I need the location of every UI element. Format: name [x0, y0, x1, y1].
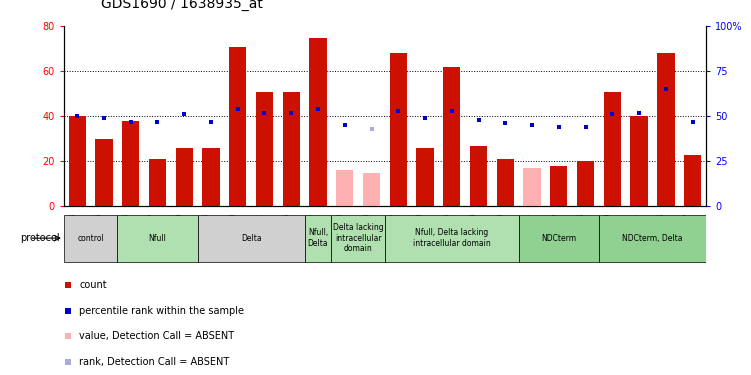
Bar — [95, 139, 113, 206]
Text: Delta lacking
intracellular
domain: Delta lacking intracellular domain — [333, 223, 384, 253]
Text: rank, Detection Call = ABSENT: rank, Detection Call = ABSENT — [80, 357, 230, 366]
Bar — [68, 116, 86, 206]
Bar — [577, 161, 594, 206]
Bar — [202, 148, 220, 206]
Text: Nfull,
Delta: Nfull, Delta — [308, 228, 328, 248]
Bar — [64, 215, 117, 261]
Bar — [282, 92, 300, 206]
Bar — [496, 159, 514, 206]
Text: NDCterm, Delta: NDCterm, Delta — [622, 234, 683, 243]
Bar — [363, 172, 380, 206]
Bar — [443, 67, 460, 206]
Bar — [519, 215, 599, 261]
Bar — [198, 215, 305, 261]
Bar — [599, 215, 706, 261]
Bar — [523, 168, 541, 206]
Bar — [470, 146, 487, 206]
Bar — [176, 148, 193, 206]
Text: control: control — [77, 234, 104, 243]
Bar — [684, 154, 701, 206]
Bar — [336, 170, 354, 206]
Bar — [385, 215, 519, 261]
Text: NDCterm: NDCterm — [541, 234, 576, 243]
Bar — [331, 215, 385, 261]
Bar — [604, 92, 621, 206]
Text: Nfull: Nfull — [149, 234, 167, 243]
Bar — [117, 215, 198, 261]
Bar — [305, 215, 331, 261]
Bar — [122, 121, 140, 206]
Text: protocol: protocol — [20, 233, 60, 243]
Text: Nfull, Delta lacking
intracellular domain: Nfull, Delta lacking intracellular domai… — [413, 228, 490, 248]
Text: count: count — [80, 280, 107, 291]
Text: GDS1690 / 1638935_at: GDS1690 / 1638935_at — [101, 0, 264, 11]
Bar — [309, 38, 327, 206]
Bar — [390, 53, 407, 206]
Bar — [229, 46, 246, 206]
Bar — [416, 148, 434, 206]
Bar — [256, 92, 273, 206]
Text: percentile rank within the sample: percentile rank within the sample — [80, 306, 244, 316]
Bar — [657, 53, 674, 206]
Bar — [149, 159, 166, 206]
Bar — [630, 116, 648, 206]
Text: value, Detection Call = ABSENT: value, Detection Call = ABSENT — [80, 331, 234, 341]
Text: Delta: Delta — [241, 234, 261, 243]
Bar — [550, 166, 568, 206]
